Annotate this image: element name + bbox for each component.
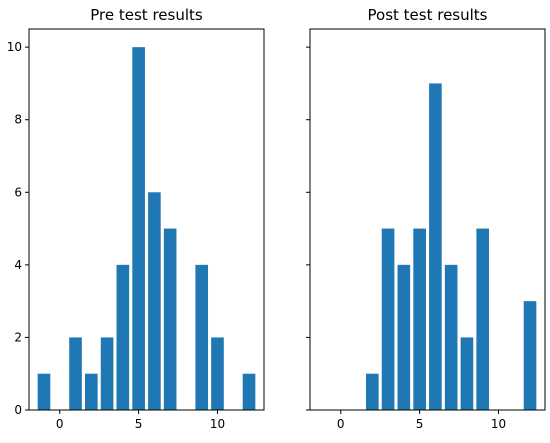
pre-xtick-label-0: 0 xyxy=(56,417,64,431)
post-xtick-label-0: 0 xyxy=(337,417,345,431)
pre-bar-4 xyxy=(116,264,130,410)
post-xtick-label-2: 10 xyxy=(491,417,506,431)
pre-ytick-label-1: 2 xyxy=(14,330,22,344)
post-bar-3 xyxy=(413,228,426,410)
pre-ytick-label-5: 10 xyxy=(7,40,22,54)
pre-bar-7 xyxy=(163,228,177,410)
pre-test-panel: Pre test results 0 5 10 0 2 4 6 8 10 xyxy=(7,6,265,431)
pre-bar-8 xyxy=(195,264,209,410)
post-bar-5 xyxy=(444,264,458,410)
pre-bar-10 xyxy=(242,373,256,410)
post-xtick-label-1: 5 xyxy=(416,417,424,431)
pre-axes-frame xyxy=(28,28,265,411)
pre-ytick-label-0: 0 xyxy=(14,403,22,417)
post-bar-2 xyxy=(397,264,411,410)
pre-bar-2 xyxy=(84,373,98,410)
post-bar-6 xyxy=(460,337,474,410)
pre-xtick-label-1: 5 xyxy=(135,417,143,431)
post-bar-7 xyxy=(476,228,490,410)
pre-bar-0 xyxy=(37,373,51,410)
pre-xtick-label-2: 10 xyxy=(210,417,225,431)
pre-ytick-label-2: 4 xyxy=(14,258,22,272)
pre-bar-6 xyxy=(148,192,161,410)
pre-ytick-label-3: 6 xyxy=(14,185,22,199)
post-bar-1 xyxy=(381,228,395,410)
post-bar-8 xyxy=(523,301,537,410)
post-bar-0 xyxy=(365,373,379,410)
pre-bar-5 xyxy=(132,47,145,410)
post-bar-4 xyxy=(429,83,442,411)
pre-test-title: Pre test results xyxy=(90,6,203,24)
pre-bar-1 xyxy=(69,337,82,410)
pre-ytick-label-4: 8 xyxy=(14,113,22,127)
post-test-title: Post test results xyxy=(368,6,488,24)
pre-bar-9 xyxy=(211,337,224,410)
post-axes-frame xyxy=(309,28,546,411)
pre-bar-3 xyxy=(100,337,114,410)
post-test-panel: Post test results 0 5 10 xyxy=(306,6,546,431)
